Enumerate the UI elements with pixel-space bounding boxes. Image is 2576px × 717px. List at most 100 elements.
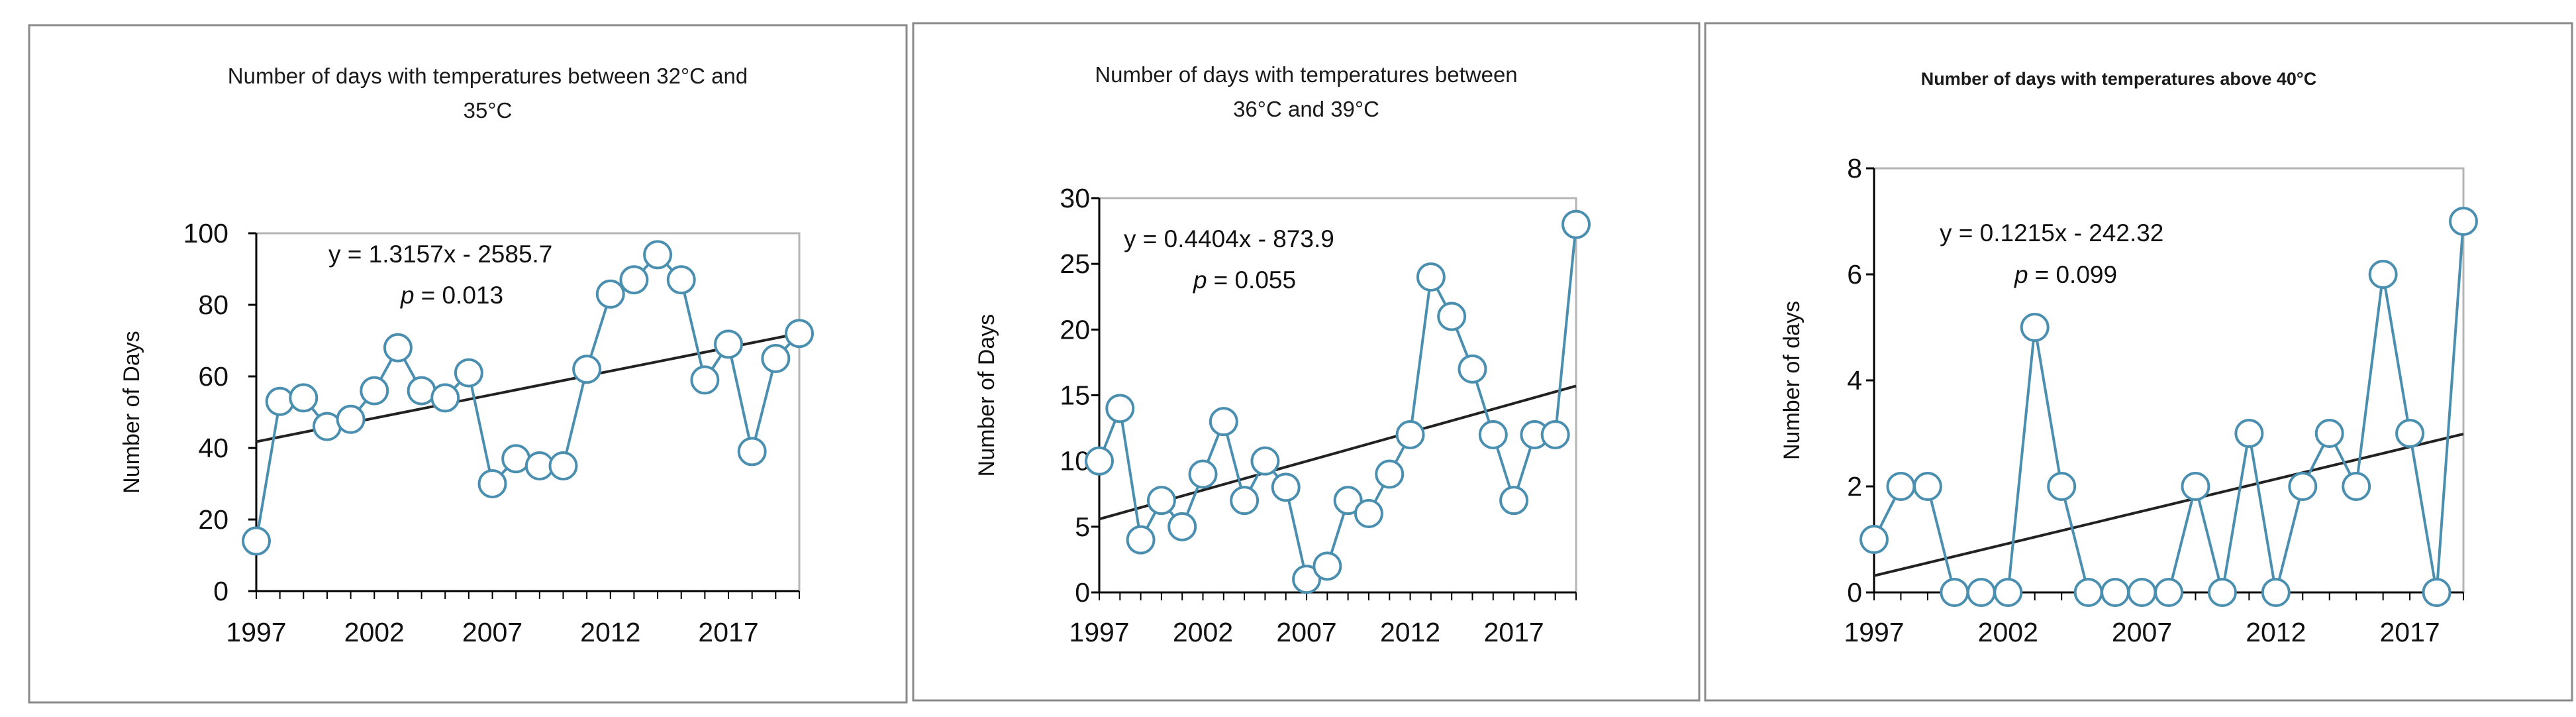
- chart-1-data-point: [430, 383, 460, 413]
- chart-3-p-value-label: p = 0.099: [2014, 261, 2117, 288]
- chart-2-title-line-1: Number of days with temperatures between: [1095, 62, 1517, 87]
- chart-2-p-symbol: p: [1193, 266, 1207, 294]
- chart-1-x-tick-label: 2017: [698, 617, 758, 647]
- chart-3-x-tick-label: 2012: [2246, 617, 2306, 647]
- chart-1-data-point: [619, 265, 649, 295]
- chart-1-data-point: [690, 365, 720, 395]
- chart-1-y-tick-label: 20: [198, 504, 228, 535]
- chart-1-title-line-2: 35°C: [464, 98, 513, 123]
- chart-panel-3: Number of days with temperatures above 4…: [1703, 0, 2576, 717]
- chart-2-data-point: [1105, 394, 1135, 423]
- chart-1-equation-label: y = 1.3157x - 2585.7: [328, 241, 552, 268]
- chart-2-data-point: [1561, 209, 1591, 239]
- chart-1-data-point: [595, 279, 625, 309]
- chart-3-data-point: [2288, 472, 2318, 501]
- chart-1-data-point: [643, 240, 673, 270]
- chart-2-y-axis-label: Number of Days: [974, 314, 999, 477]
- chart-1-p-value: = 0.013: [421, 282, 503, 309]
- chart-3-data-point: [1993, 578, 2023, 607]
- chart-3-data-point: [2422, 578, 2452, 607]
- chart-2-data-point: [1292, 565, 1322, 594]
- chart-1-y-axis-label: Number of Days: [119, 331, 144, 494]
- chart-3-data-point: [2020, 313, 2050, 342]
- chart-2-data-point: [1250, 446, 1280, 476]
- chart-3-data-point: [2207, 578, 2237, 607]
- chart-2-x-tick-label: 2012: [1380, 617, 1440, 647]
- chart-2-y-tick-label: 30: [1060, 183, 1090, 213]
- chart-2-y-tick-label: 15: [1060, 380, 1090, 411]
- chart-2-data-point: [1209, 407, 1238, 437]
- chart-1-x-tick-label: 1997: [226, 617, 286, 647]
- chart-2-data-point: [1416, 262, 1446, 292]
- chart-2-y-tick-label: 5: [1075, 512, 1090, 542]
- chart-2-y-tick-label: 20: [1060, 314, 1090, 345]
- chart-2-data-point: [1458, 354, 1487, 384]
- chart-2-data-point: [1395, 420, 1425, 449]
- chart-1-data-point: [572, 355, 602, 384]
- chart-3-data-point: [1940, 578, 1969, 607]
- chart-3-data-point: [2047, 472, 2077, 501]
- chart-3-data-point: [2154, 578, 2183, 607]
- chart-1-data-point: [289, 383, 319, 413]
- chart-1-y-tick-label: 40: [198, 433, 228, 463]
- chart-3-y-tick-label: 6: [1847, 259, 1862, 290]
- chart-panel-2: Number of days with temperatures between…: [911, 0, 1703, 717]
- chart-1-y-tick-label: 0: [213, 576, 228, 606]
- chart-1-title-line-1: Number of days with temperatures between…: [228, 64, 748, 88]
- chart-2-y-tick-label: 0: [1075, 577, 1090, 608]
- chart-3-y-tick-label: 4: [1847, 365, 1862, 396]
- chart-3-data-point: [2449, 207, 2478, 236]
- chart-2-x-tick-label: 2017: [1483, 617, 1544, 647]
- chart-3-data-point: [2127, 578, 2157, 607]
- chart-3-equation-label: y = 0.1215x - 242.32: [1940, 219, 2163, 247]
- chart-3-p-symbol: p: [2014, 261, 2028, 288]
- chart-3-title-line-1: Number of days with temperatures above 4…: [1921, 69, 2316, 89]
- chart-1-data-point: [336, 404, 366, 434]
- chart-1-data-point: [477, 469, 507, 498]
- chart-3-x-tick-label: 2007: [2112, 617, 2172, 647]
- chart-3-y-tick-label: 8: [1847, 153, 1862, 184]
- chart-2-data-point: [1146, 486, 1176, 516]
- chart-2-x-tick-label: 2007: [1276, 617, 1336, 647]
- chart-1-data-point: [666, 265, 696, 295]
- chart-2-data-point: [1085, 446, 1114, 476]
- chart-2-p-value-label: p = 0.055: [1193, 266, 1296, 294]
- chart-1-data-point: [454, 358, 483, 388]
- chart-3-data-point: [1886, 472, 1916, 501]
- chart-2-equation-label: y = 0.4404x - 873.9: [1124, 225, 1334, 252]
- chart-1-data-point: [265, 386, 295, 416]
- chart-3-data-point: [2181, 472, 2210, 501]
- chart-2-svg: Number of days with temperatures between…: [912, 22, 1701, 702]
- chart-2-trendline: [1099, 384, 1577, 521]
- chart-3-data-point: [2342, 472, 2371, 501]
- chart-3-x-tick-label: 1997: [1844, 617, 1904, 647]
- chart-3-data-point: [1912, 472, 1942, 501]
- chart-1-x-tick-label: 2007: [462, 617, 522, 647]
- chart-1-y-tick-label: 100: [183, 218, 228, 248]
- chart-3-data-point: [2261, 578, 2291, 607]
- chart-3-y-axis-label: Number of days: [1779, 301, 1805, 460]
- chart-1-x-tick-label: 2012: [580, 617, 640, 647]
- chart-2-x-tick-label: 1997: [1069, 617, 1129, 647]
- chart-3-x-tick-label: 2017: [2379, 617, 2440, 647]
- chart-2-p-value: = 0.055: [1214, 266, 1296, 294]
- chart-1-p-symbol: p: [400, 282, 415, 309]
- chart-2-data-point: [1437, 302, 1467, 331]
- chart-2-data-point: [1271, 472, 1301, 502]
- chart-2-data-point: [1167, 512, 1197, 541]
- chart-3-svg: Number of days with temperatures above 4…: [1704, 22, 2573, 702]
- chart-2-x-tick-label: 2002: [1173, 617, 1233, 647]
- chart-3-data-point: [2314, 419, 2344, 448]
- chart-2-data-point: [1354, 499, 1383, 528]
- chart-3-data-point: [2368, 260, 2398, 289]
- chart-2-data-point: [1126, 525, 1156, 555]
- chart-2-data-point: [1313, 551, 1342, 581]
- chart-1-data-point: [785, 319, 814, 349]
- chart-1-data-point: [714, 329, 744, 359]
- chart-2-data-point: [1188, 459, 1218, 489]
- chart-3-data-point: [1966, 578, 1996, 607]
- chart-3-data-point: [2234, 419, 2264, 448]
- chart-3-x-tick-label: 2002: [1978, 617, 2038, 647]
- chart-2-data-point: [1375, 459, 1405, 489]
- chart-1-y-tick-label: 60: [198, 361, 228, 392]
